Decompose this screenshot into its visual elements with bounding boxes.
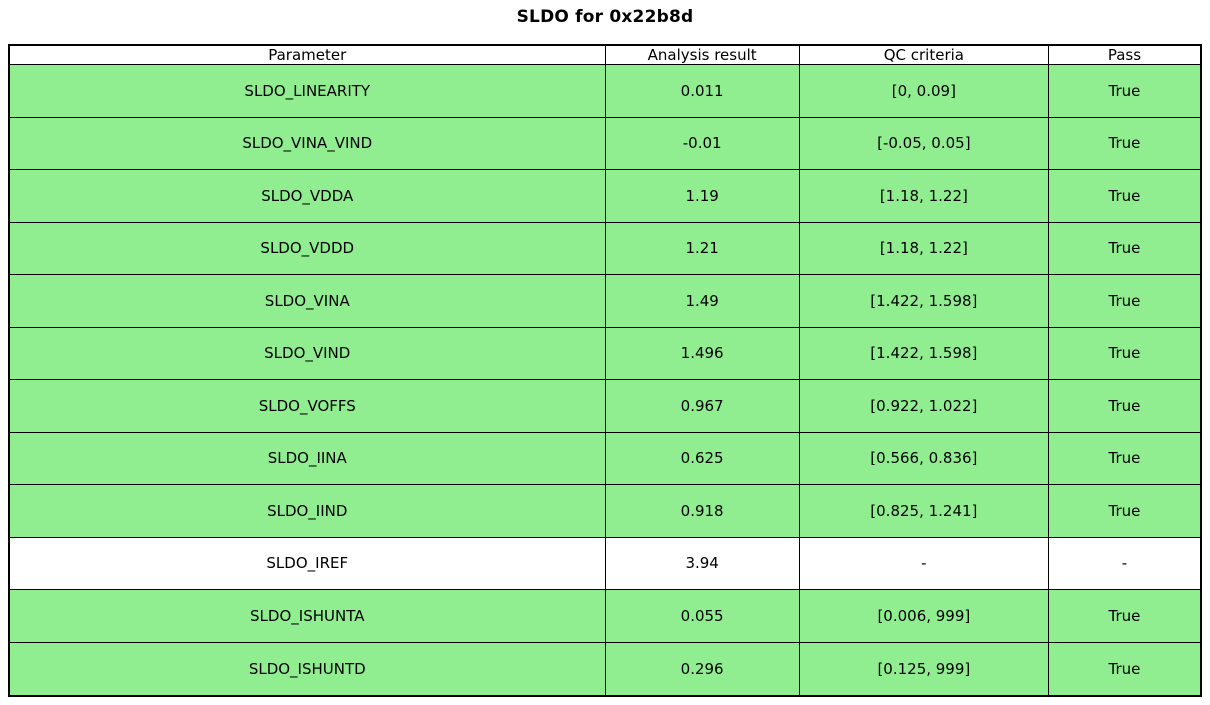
criteria-cell: - [798, 536, 1049, 590]
criteria-cell: [0, 0.09] [798, 64, 1049, 118]
parameter-cell: SLDO_LINEARITY [8, 64, 606, 118]
table-body: SLDO_LINEARITY 0.011 [0, 0.09] True SLDO… [8, 64, 1202, 697]
header-pass: Pass [1047, 44, 1202, 65]
parameter-cell: SLDO_IREF [8, 536, 606, 590]
parameter-cell: SLDO_VOFFS [8, 379, 606, 433]
table-row: SLDO_VINA 1.49 [1.422, 1.598] True [8, 274, 1202, 328]
pass-cell: True [1047, 221, 1202, 275]
pass-cell: True [1047, 484, 1202, 538]
criteria-cell: [-0.05, 0.05] [798, 116, 1049, 170]
parameter-cell: SLDO_VINA [8, 274, 606, 328]
header-parameter: Parameter [8, 44, 606, 65]
header-row: Parameter Analysis result QC criteria Pa… [8, 44, 1202, 65]
parameter-cell: SLDO_IIND [8, 484, 606, 538]
pass-cell: True [1047, 641, 1202, 697]
table-row: SLDO_IREF 3.94 - - [8, 536, 1202, 590]
pass-cell: True [1047, 326, 1202, 380]
parameter-cell: SLDO_VDDA [8, 169, 606, 223]
criteria-cell: [1.18, 1.22] [798, 169, 1049, 223]
criteria-cell: [1.422, 1.598] [798, 326, 1049, 380]
parameter-cell: SLDO_ISHUNTA [8, 589, 606, 643]
pass-cell: True [1047, 589, 1202, 643]
result-cell: 1.49 [604, 274, 800, 328]
criteria-cell: [1.18, 1.22] [798, 221, 1049, 275]
table-row: SLDO_IINA 0.625 [0.566, 0.836] True [8, 431, 1202, 485]
table-row: SLDO_VIND 1.496 [1.422, 1.598] True [8, 326, 1202, 380]
result-cell: 0.918 [604, 484, 800, 538]
criteria-cell: [0.825, 1.241] [798, 484, 1049, 538]
figure-title: SLDO for 0x22b8d [516, 7, 694, 27]
parameter-cell: SLDO_ISHUNTD [8, 641, 606, 697]
result-cell: 1.21 [604, 221, 800, 275]
header-analysis-result: Analysis result [604, 44, 800, 65]
header-qc-criteria: QC criteria [798, 44, 1049, 65]
result-cell: 0.296 [604, 641, 800, 697]
table-row: SLDO_VINA_VIND -0.01 [-0.05, 0.05] True [8, 116, 1202, 170]
pass-cell: True [1047, 274, 1202, 328]
result-cell: 1.496 [604, 326, 800, 380]
parameter-cell: SLDO_VDDD [8, 221, 606, 275]
table-row: SLDO_IIND 0.918 [0.825, 1.241] True [8, 484, 1202, 538]
result-cell: 3.94 [604, 536, 800, 590]
criteria-cell: [0.922, 1.022] [798, 379, 1049, 433]
result-cell: 0.055 [604, 589, 800, 643]
parameter-cell: SLDO_IINA [8, 431, 606, 485]
pass-cell: - [1047, 536, 1202, 590]
pass-cell: True [1047, 64, 1202, 118]
table-row: SLDO_VOFFS 0.967 [0.922, 1.022] True [8, 379, 1202, 433]
criteria-cell: [0.125, 999] [798, 641, 1049, 697]
pass-cell: True [1047, 116, 1202, 170]
table-row: SLDO_LINEARITY 0.011 [0, 0.09] True [8, 64, 1202, 118]
result-cell: 0.625 [604, 431, 800, 485]
pass-cell: True [1047, 379, 1202, 433]
criteria-cell: [0.566, 0.836] [798, 431, 1049, 485]
result-cell: 0.011 [604, 64, 800, 118]
pass-cell: True [1047, 431, 1202, 485]
parameter-cell: SLDO_VIND [8, 326, 606, 380]
result-cell: 1.19 [604, 169, 800, 223]
table-row: SLDO_VDDA 1.19 [1.18, 1.22] True [8, 169, 1202, 223]
table-row: SLDO_VDDD 1.21 [1.18, 1.22] True [8, 221, 1202, 275]
pass-cell: True [1047, 169, 1202, 223]
criteria-cell: [1.422, 1.598] [798, 274, 1049, 328]
criteria-cell: [0.006, 999] [798, 589, 1049, 643]
result-cell: -0.01 [604, 116, 800, 170]
qc-results-table: Parameter Analysis result QC criteria Pa… [8, 44, 1202, 697]
table-row: SLDO_ISHUNTA 0.055 [0.006, 999] True [8, 589, 1202, 643]
parameter-cell: SLDO_VINA_VIND [8, 116, 606, 170]
result-cell: 0.967 [604, 379, 800, 433]
table-row: SLDO_ISHUNTD 0.296 [0.125, 999] True [8, 641, 1202, 697]
